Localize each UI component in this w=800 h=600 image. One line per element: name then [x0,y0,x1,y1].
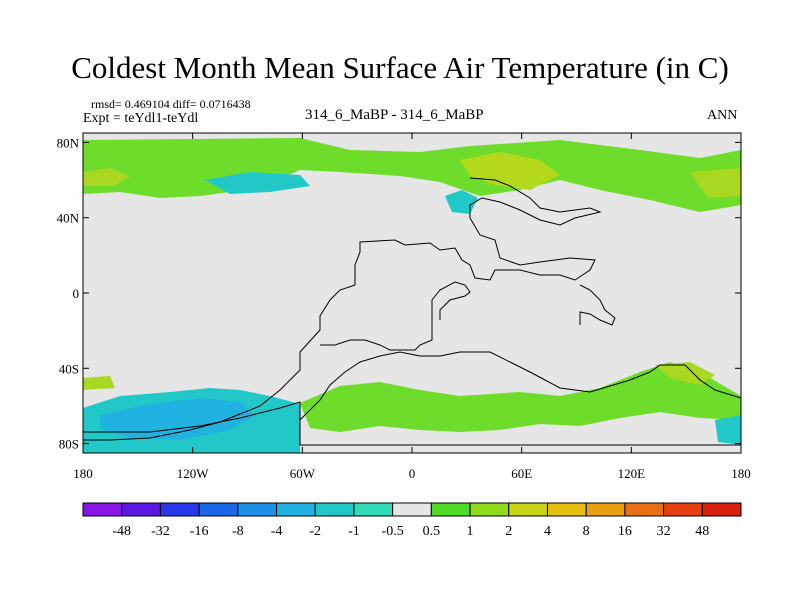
colorbar-swatch [585,502,626,517]
southern-ocean-cold-deep [100,398,255,440]
y-tick-label: 0 [73,286,80,301]
colorbar-swatch [198,502,239,517]
colorbar-label: 16 [618,524,632,539]
colorbar-label: 2 [505,524,512,539]
colorbar-swatch [237,502,278,517]
chart-title: Coldest Month Mean Surface Air Temperatu… [71,50,729,85]
arctic-warm-patch-west [83,168,130,186]
colorbar-label: 32 [657,524,671,539]
colorbar-label: -16 [190,524,209,539]
y-tick-label: 40S [59,361,79,376]
stats-label: rmsd= 0.469104 diff= 0.0716438 [91,97,251,111]
case-label: 314_6_MaBP - 314_6_MaBP [305,107,484,123]
coastline-americas [320,281,471,351]
colorbar-label: -32 [151,524,170,539]
colorbar-swatch [159,502,200,517]
colorbar-swatch [314,502,355,517]
colorbar-label: -4 [271,524,283,539]
coastline [83,177,741,446]
arctic-warm-patch-east [690,168,741,198]
colorbar-swatch [508,502,548,517]
coastline-asia-islands [579,284,616,326]
season-label: ANN [707,108,738,123]
arctic-warm-patch [460,152,560,190]
x-tick-label: 180 [731,466,751,481]
colorbar-swatch [469,502,510,517]
y-axis: 80N 40N 0 40S 80S [57,135,741,452]
x-tick-label: 60W [290,466,316,481]
colorbar-swatch [276,502,316,517]
colorbar-swatch [701,502,742,517]
y-tick-label: 80S [59,437,79,452]
colorbar-swatch [546,502,587,517]
y-tick-label: 40N [57,211,80,226]
colorbar-swatch [663,502,703,517]
southern-warm-patch [655,362,715,385]
colorbar-label: 1 [467,524,474,539]
coastline-africa-south [83,284,356,441]
x-tick-label: 180 [73,466,93,481]
southwest-warm-patch [83,376,115,390]
colorbar-label: 48 [695,524,709,539]
colorbar-swatch [624,502,665,517]
colorbar-label: 4 [544,524,551,539]
x-tick-label: 60E [511,466,532,481]
x-axis: 180 120W 60W 0 60E 120E 180 [73,133,751,481]
arctic-positive-band [83,138,741,212]
colorbar-swatch [392,502,432,517]
colorbar-label: -0.5 [382,524,404,539]
colorbar-swatch [353,502,394,517]
coastline-antarctic [83,401,741,446]
contour-fill [83,138,741,453]
colorbar-label: -2 [309,524,321,539]
experiment-label: Expt = teYdl1-teYdl [83,111,199,126]
colorbar-label: -1 [348,524,360,539]
coastline-southern [299,351,741,440]
canada-cold-patch [205,172,310,194]
colorbar-swatch [430,502,471,517]
colorbar-swatch [82,502,123,517]
colorbar-label: -48 [112,524,131,539]
x-tick-label: 0 [409,466,416,481]
x-tick-label: 120E [618,466,646,481]
colorbar-label: 0.5 [423,524,441,539]
x-tick-label: 120W [177,466,210,481]
colorbar-swatch [121,502,161,517]
coastline-africa-eurasia [354,177,602,285]
southeast-cold-patch [715,415,741,445]
colorbar-label: -8 [232,524,244,539]
colorbar-label: 8 [583,524,590,539]
y-tick-label: 80N [57,135,80,150]
